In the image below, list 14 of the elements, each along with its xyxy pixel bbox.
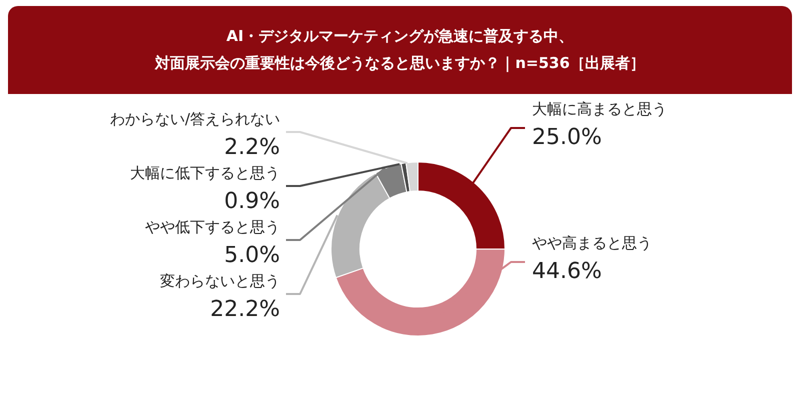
slice-label: わからない/答えられない <box>110 110 280 128</box>
data-label: 22.2% <box>210 297 280 322</box>
slice-label: 大幅に高まると思う <box>532 100 667 118</box>
data-label: 5.0% <box>224 243 280 268</box>
slice-label: やや高まると思う <box>532 234 652 252</box>
data-label: 2.2% <box>224 135 280 160</box>
chart-title: AI・デジタルマーケティングが急速に普及する中、 <box>225 27 575 46</box>
data-label: 25.0% <box>532 125 602 150</box>
data-label: 0.9% <box>224 189 280 214</box>
slice-label: 大幅に低下すると思う <box>130 164 280 182</box>
data-label: 44.6% <box>532 259 602 284</box>
slice-label: やや低下すると思う <box>145 218 280 236</box>
chart-subtitle: 対面展示会の重要性は今後どうなると思いますか？｜n=536［出展者］ <box>154 54 646 73</box>
slice-label: 変わらないと思う <box>160 272 280 290</box>
